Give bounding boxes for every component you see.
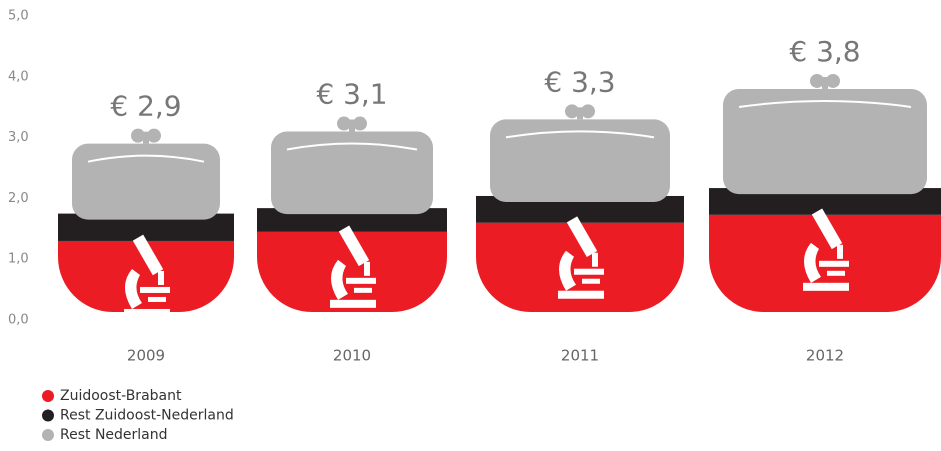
total-label: € 3,8: [789, 35, 860, 68]
microscope-icon: [803, 208, 849, 291]
microscope-icon: [558, 216, 604, 299]
clasp: [826, 73, 840, 88]
x-tick-label: 2010: [333, 347, 371, 365]
clasp: [822, 76, 828, 89]
legend-swatch: [42, 409, 54, 422]
icon-part: [124, 308, 170, 317]
clasp: [349, 119, 355, 132]
microscope-icon: [330, 225, 376, 308]
clasp: [353, 116, 367, 131]
purse-top: [723, 88, 927, 195]
icon-part: [330, 299, 376, 308]
icon-part: [804, 242, 821, 283]
icon-part: [338, 225, 370, 267]
y-tick-label: 0,0: [8, 313, 29, 328]
icon-part: [592, 252, 598, 267]
icon-part: [811, 208, 843, 250]
clasp: [147, 128, 161, 143]
purse-top: [72, 143, 220, 220]
icon-part: [354, 287, 372, 293]
clasp: [577, 107, 583, 120]
icon-part: [559, 250, 576, 291]
legend-swatch: [42, 429, 54, 441]
x-tick-label: 2009: [127, 347, 165, 365]
total-label: € 3,1: [316, 78, 387, 111]
clasp: [565, 104, 579, 119]
purse-rim: [505, 130, 655, 139]
clasp: [810, 73, 824, 88]
icon-part: [827, 270, 845, 276]
y-tick-label: 4,0: [8, 69, 29, 84]
icon-part: [582, 278, 600, 284]
icon-part: [331, 259, 348, 300]
y-tick-label: 1,0: [8, 252, 29, 267]
clasp: [337, 116, 351, 131]
icon-part: [837, 244, 843, 259]
purse-rim: [738, 99, 912, 108]
x-tick-label: 2011: [561, 347, 599, 365]
icon-part: [574, 268, 604, 275]
icon-part: [803, 282, 849, 291]
legend-label: Rest Nederland: [60, 427, 168, 443]
legend-label: Rest Zuidoost-Nederland: [60, 408, 234, 424]
icon-part: [346, 277, 376, 284]
legend-label: Zuidoost-Brabant: [60, 388, 182, 404]
icon-part: [132, 234, 164, 276]
y-tick-label: 3,0: [8, 130, 29, 145]
total-label: € 3,3: [544, 65, 615, 98]
icon-part: [148, 296, 166, 302]
purse-rim: [87, 154, 205, 163]
legend-swatch: [42, 390, 54, 402]
purse-rim: [286, 142, 418, 151]
total-label: € 2,9: [110, 90, 181, 123]
clasp: [131, 128, 145, 143]
x-tick-label: 2012: [806, 347, 844, 365]
y-tick-label: 5,0: [8, 9, 29, 24]
purse-top: [490, 119, 670, 202]
icon-part: [140, 286, 170, 293]
icon-part: [819, 260, 849, 267]
y-tick-label: 2,0: [8, 191, 29, 206]
purse-top: [271, 131, 433, 215]
icon-part: [558, 290, 604, 299]
icon-part: [125, 268, 142, 309]
icon-part: [158, 270, 164, 285]
icon-part: [364, 261, 370, 276]
icon-part: [566, 216, 598, 258]
clasp: [143, 131, 149, 144]
microscope-icon: [124, 234, 170, 317]
clasp: [581, 104, 595, 119]
